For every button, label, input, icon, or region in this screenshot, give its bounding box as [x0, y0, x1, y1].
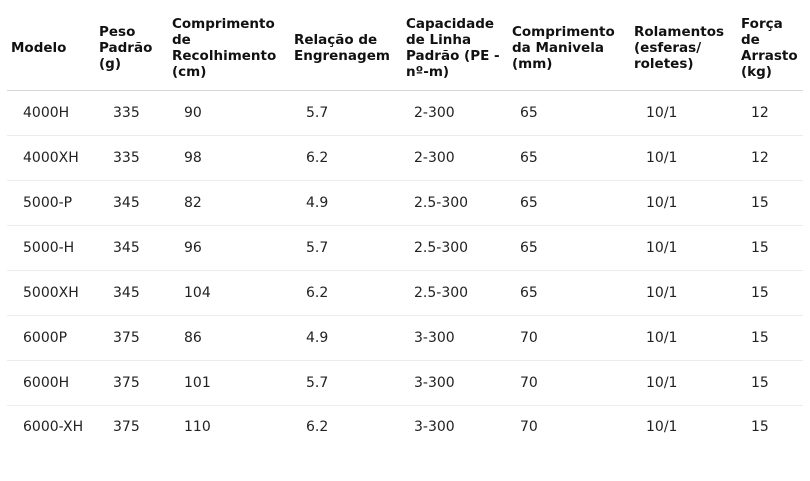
cell-manivela: 70 [520, 419, 538, 435]
cell-rolamentos: 10/1 [630, 360, 737, 406]
cell-capacidade: 3-300 [414, 419, 455, 435]
cell-manivela: 65 [508, 225, 630, 271]
table-row: 5000XH 345 104 6.2 2.5-300 65 10/1 15 [7, 270, 803, 316]
cell-relacao: 5.7 [290, 360, 402, 406]
cell-arrasto: 15 [737, 225, 803, 271]
cell-modelo: 6000H [7, 360, 95, 406]
cell-capacidade: 2.5-300 [402, 180, 508, 226]
cell-arrasto: 15 [737, 315, 803, 361]
cell-recolhimento: 110 [184, 419, 211, 435]
cell-peso: 375 [113, 419, 140, 435]
header-capacidade-linha: Capacidade de Linha Padrão (PE - nº-m) [402, 12, 508, 91]
cell-rolamentos: 10/1 [646, 419, 678, 435]
cell-modelo: 4000H [7, 90, 95, 136]
cell-modelo: 5000-H [7, 225, 95, 271]
cell-rolamentos: 10/1 [630, 90, 737, 136]
cell-capacidade: 3-300 [402, 315, 508, 361]
cell-recolhimento: 104 [168, 270, 290, 316]
cell-peso: 375 [95, 315, 168, 361]
cell-manivela: 65 [508, 180, 630, 226]
cell-relacao: 4.9 [290, 180, 402, 226]
cell-relacao: 5.7 [290, 90, 402, 136]
cell-peso: 345 [95, 180, 168, 226]
header-peso-padrao: Peso Padrão (g) [95, 12, 168, 91]
header-rolamentos: Rolamentos (esferas/ roletes) [630, 12, 737, 91]
table-row: 6000H 375 101 5.7 3-300 70 10/1 15 [7, 360, 803, 406]
cell-recolhimento: 90 [168, 90, 290, 136]
table-row: 4000H 335 90 5.7 2-300 65 10/1 12 [7, 90, 803, 136]
cell-rolamentos: 10/1 [630, 180, 737, 226]
cell-peso: 375 [95, 360, 168, 406]
cell-modelo: 6000P [7, 315, 95, 361]
cell-modelo: 5000-P [7, 180, 95, 226]
cell-rolamentos: 10/1 [630, 270, 737, 316]
cell-recolhimento: 101 [168, 360, 290, 406]
cell-arrasto: 15 [737, 360, 803, 406]
cell-manivela: 65 [508, 270, 630, 316]
cell-capacidade: 2-300 [402, 90, 508, 136]
cell-relacao: 6.2 [290, 135, 402, 181]
cell-manivela: 70 [508, 360, 630, 406]
cell-modelo: 5000XH [7, 270, 95, 316]
specs-table: Modelo Peso Padrão (g) Comprimento de Re… [7, 12, 803, 460]
cell-arrasto: 15 [737, 180, 803, 226]
table-row: 5000-P 345 82 4.9 2.5-300 65 10/1 15 [7, 180, 803, 226]
cell-peso: 345 [95, 270, 168, 316]
cell-peso: 345 [95, 225, 168, 271]
table-row: 5000-H 345 96 5.7 2.5-300 65 10/1 15 [7, 225, 803, 271]
cell-arrasto: 15 [737, 270, 803, 316]
cell-relacao: 4.9 [290, 315, 402, 361]
cell-recolhimento: 96 [168, 225, 290, 271]
cell-capacidade: 2.5-300 [402, 270, 508, 316]
cell-rolamentos: 10/1 [630, 135, 737, 181]
cell-modelo: 4000XH [7, 135, 95, 181]
cell-rolamentos: 10/1 [630, 225, 737, 271]
header-modelo: Modelo [7, 12, 95, 91]
cell-relacao: 6.2 [290, 270, 402, 316]
cell-capacidade: 2-300 [402, 135, 508, 181]
cell-arrasto: 12 [737, 90, 803, 136]
cell-recolhimento: 98 [168, 135, 290, 181]
cell-recolhimento: 82 [168, 180, 290, 226]
table-row: 4000XH 335 98 6.2 2-300 65 10/1 12 [7, 135, 803, 181]
cell-capacidade: 3-300 [402, 360, 508, 406]
table-header-row: Modelo Peso Padrão (g) Comprimento de Re… [7, 12, 803, 91]
table-row: 6000P 375 86 4.9 3-300 70 10/1 15 [7, 315, 803, 361]
cell-manivela: 65 [508, 135, 630, 181]
table-row: 6000-XH 375 110 6.2 3-300 70 10/1 15 [7, 406, 803, 461]
cell-relacao: 5.7 [290, 225, 402, 271]
cell-arrasto: 12 [737, 135, 803, 181]
header-comprimento-recolhimento: Comprimento de Recolhimento (cm) [168, 12, 290, 91]
cell-peso: 335 [95, 135, 168, 181]
header-comprimento-manivela: Comprimento da Manivela (mm) [508, 12, 630, 91]
cell-rolamentos: 10/1 [630, 315, 737, 361]
header-forca-arrasto: Força de Arrasto (kg) [737, 12, 803, 91]
cell-capacidade: 2.5-300 [402, 225, 508, 271]
cell-modelo: 6000-XH [23, 419, 84, 435]
cell-relacao: 6.2 [306, 419, 329, 435]
header-relacao-engrenagem: Relação de Engrenagem [290, 12, 402, 91]
cell-manivela: 70 [508, 315, 630, 361]
cell-arrasto: 15 [751, 419, 769, 435]
cell-recolhimento: 86 [168, 315, 290, 361]
cell-peso: 335 [95, 90, 168, 136]
cell-manivela: 65 [508, 90, 630, 136]
